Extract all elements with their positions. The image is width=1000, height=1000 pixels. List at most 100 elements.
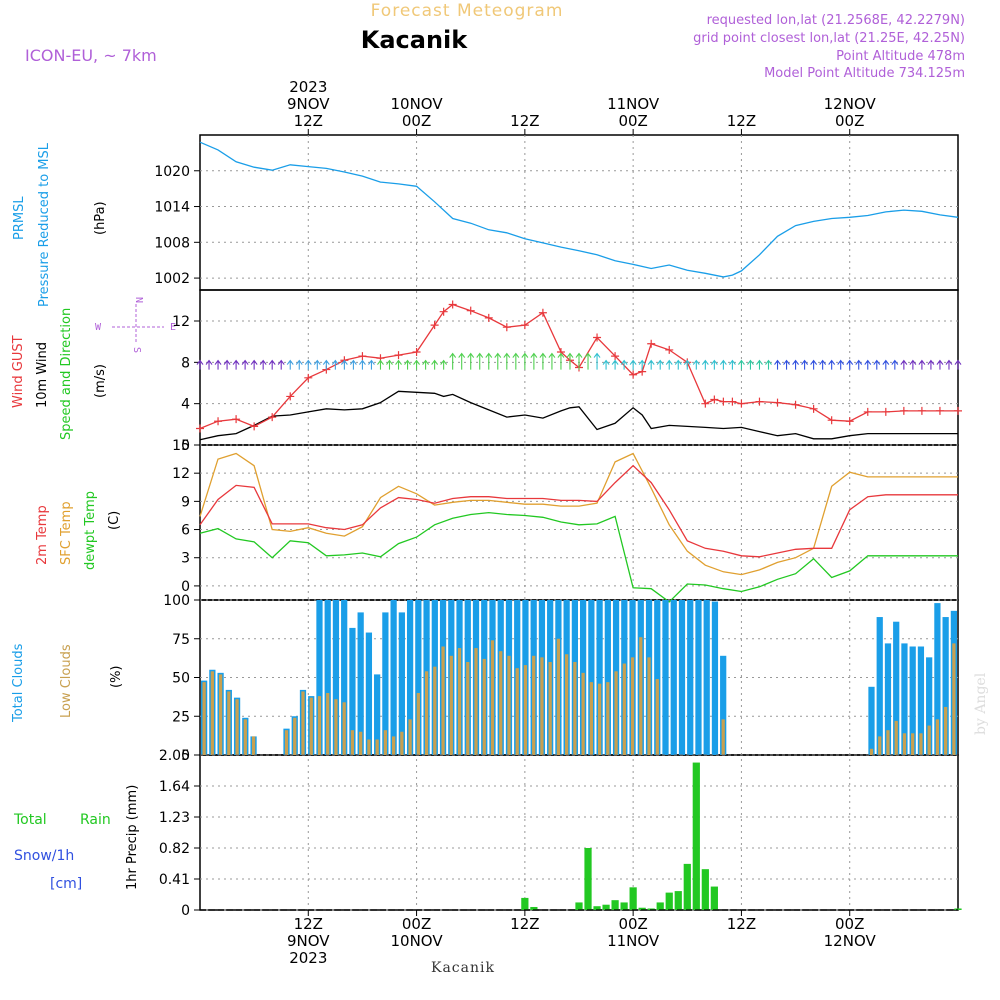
total-cloud-bar	[398, 612, 405, 755]
top-time-label: 00Z	[835, 112, 864, 130]
gust-marker	[412, 348, 421, 356]
bottom-time-label: 2023	[289, 949, 327, 967]
total-cloud-bar	[711, 601, 719, 755]
bottom-time-label: 11NOV	[607, 932, 660, 950]
footer-location: Kacanik	[431, 960, 495, 976]
low-cloud-bar	[367, 739, 371, 755]
total-cloud-bar	[349, 627, 356, 755]
wind-direction-arrow	[259, 359, 267, 370]
gust-marker	[665, 345, 674, 354]
low-cloud-bar	[952, 643, 956, 755]
wind-direction-arrow	[683, 359, 691, 370]
wind-direction-arrow	[819, 359, 827, 370]
low-cloud-bar	[342, 702, 346, 755]
y-tick-labels: 1002100810141020048120369121502550751000…	[154, 164, 200, 919]
bottom-time-label: 00Z	[402, 915, 431, 933]
precip-bar	[683, 863, 691, 910]
low-cloud-bar	[441, 646, 445, 755]
wind-direction-arrow	[756, 359, 763, 370]
low-cloud-bar	[630, 657, 635, 755]
wind-direction-arrow	[882, 359, 890, 370]
precip-bar	[521, 897, 529, 910]
rain-label: Rain	[80, 812, 111, 828]
gust-marker	[232, 415, 241, 424]
wind-direction-arrow	[214, 359, 222, 370]
low-cloud-bar	[218, 674, 223, 755]
total-cloud-bar	[604, 600, 611, 755]
precip-bar	[638, 907, 646, 910]
temp-ytick-label: 3	[181, 551, 190, 567]
low-cloud-bar	[433, 666, 437, 755]
gust-marker	[304, 373, 313, 382]
precip-bar	[710, 886, 718, 910]
wind-direction-arrow	[458, 352, 466, 370]
total-cloud-bar	[588, 600, 595, 755]
low-cloud-bar	[375, 739, 379, 755]
total-cloud-bar	[365, 632, 373, 755]
pressure-ytick-label: 1002	[154, 271, 190, 287]
wind-direction-arrow	[792, 359, 800, 370]
wind-direction-arrow	[431, 359, 439, 370]
pressure-series	[199, 141, 959, 278]
wind-ytick-label: 8	[181, 355, 190, 371]
total-cloud-bar	[374, 674, 381, 755]
bottom-time-label: 12Z	[727, 915, 756, 933]
pressure-ytick-label: 1008	[154, 235, 190, 251]
gust-marker	[935, 406, 944, 415]
precip-bar	[647, 908, 655, 910]
wind-direction-arrow	[539, 352, 547, 370]
precip-ytick-label: 0.82	[159, 841, 190, 857]
gust-marker	[755, 397, 764, 406]
wind-direction-arrow	[638, 359, 646, 370]
pressure-line	[199, 141, 959, 278]
gust-marker	[448, 300, 457, 309]
compass-w-label: W	[95, 322, 102, 333]
top-time-label: 12NOV	[824, 95, 877, 113]
gust-marker	[719, 397, 728, 406]
wind-direction-arrow	[277, 359, 285, 370]
sfc-temp-line	[199, 452, 958, 576]
wind-direction-arrow	[241, 359, 249, 370]
point-altitude: Point Altitude 478m	[836, 49, 965, 64]
low-cloud-bar	[334, 699, 338, 755]
total-cloud-bar	[662, 600, 669, 755]
wind-direction-arrow	[656, 359, 664, 370]
gust-marker	[899, 406, 908, 415]
wind-direction-arrow	[205, 359, 213, 370]
temp-ytick-label: 6	[181, 523, 190, 539]
gust-marker	[394, 351, 403, 360]
temp2m-line	[199, 464, 958, 558]
low-cloud-bar	[944, 706, 948, 755]
total-cloud-bar	[415, 600, 422, 755]
wind-direction-arrow	[413, 359, 421, 370]
temp-ytick-label: 15	[172, 438, 190, 454]
top-time-label: 10NOV	[391, 95, 444, 113]
wind-direction-arrow	[719, 359, 727, 370]
wind-direction-arrow	[629, 359, 637, 370]
wind-direction-arrow	[286, 359, 294, 370]
dewpt-label: dewpt Temp	[83, 491, 98, 570]
low-cloud-bar	[622, 663, 626, 755]
low-cloud-bar	[227, 691, 231, 755]
temperature-series	[199, 452, 958, 603]
gust-marker	[791, 400, 800, 409]
low-cloud-bar	[392, 736, 396, 755]
wind-direction-arrow	[295, 359, 303, 370]
wind-direction-arrow	[467, 352, 475, 370]
low-cloud-bar	[482, 658, 486, 755]
total-cloud-bar	[720, 655, 727, 755]
total-cloud-bar	[341, 600, 348, 755]
gust-marker	[268, 413, 277, 422]
low-cloud-bar	[556, 638, 561, 755]
wind-direction-arrow	[313, 359, 321, 370]
low-cloud-bar	[614, 671, 618, 755]
top-time-label: 00Z	[402, 112, 431, 130]
low-cloud-bar	[416, 693, 420, 755]
gust-marker	[773, 398, 782, 407]
precip-bar	[629, 887, 637, 910]
wind-direction-arrow	[530, 352, 538, 370]
wind-direction-arrow	[674, 359, 682, 370]
wind-direction-arrow	[358, 359, 366, 370]
top-time-label: 12Z	[294, 112, 323, 130]
